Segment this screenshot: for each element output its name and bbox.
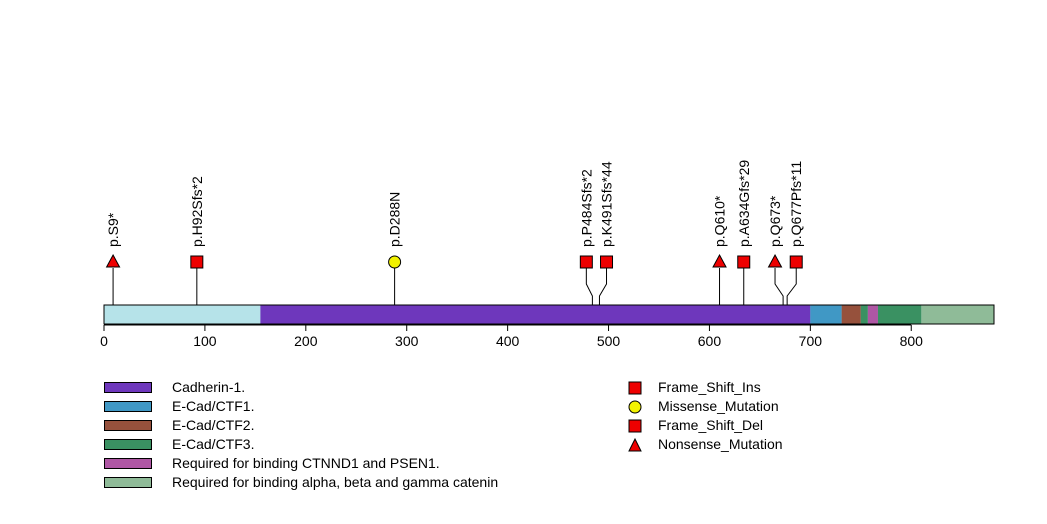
square-icon: [628, 419, 642, 433]
legend-swatch: [104, 439, 152, 450]
legend-label: Required for binding CTNND1 and PSEN1.: [172, 455, 440, 471]
mutation-label: p.A634Gfs*29: [736, 160, 752, 247]
x-tick-label: 0: [100, 333, 108, 349]
legend-label: Nonsense_Mutation: [658, 436, 783, 452]
mutation-stems: [112, 268, 797, 305]
x-tick-label: 800: [900, 333, 924, 349]
mutation-label: p.Q677Pfs*11: [788, 161, 804, 247]
domain-block: [810, 305, 842, 324]
legend-swatch: [104, 420, 152, 431]
x-tick-label: 500: [597, 333, 621, 349]
legend-swatch: [104, 477, 152, 488]
mutation-label: p.S9*: [105, 212, 121, 247]
circle-icon: [628, 400, 642, 414]
plot-area: 0 100 200 300 400 500 600 700 800 p.S9* p.H92Sfs*…: [100, 160, 995, 349]
mutation-stem: [585, 268, 593, 305]
domain-block: [867, 305, 878, 324]
mutation-label: p.H92Sfs*2: [189, 176, 205, 247]
legend-swatch: [104, 382, 152, 393]
square-icon: [628, 381, 642, 395]
x-tick-label: 300: [395, 333, 419, 349]
frameshift-marker: [600, 255, 614, 269]
x-axis: 0 100 200 300 400 500 600 700 800: [100, 324, 924, 349]
legend-label: Required for binding alpha, beta and gam…: [172, 474, 499, 490]
x-tick-label: 700: [799, 333, 823, 349]
mutation-stem: [598, 268, 608, 305]
x-tick-label: 100: [193, 333, 217, 349]
x-tick-label: 400: [496, 333, 520, 349]
mutation-labels: p.S9* p.H92Sfs*2 p.D288N p.P484Sfs*2 p.K491S…: [105, 160, 804, 247]
domain-block: [260, 305, 811, 324]
nonsense-marker: [105, 253, 121, 268]
legend-label: E-Cad/CTF3.: [172, 436, 255, 452]
mutation-stem: [786, 268, 797, 305]
legend-swatch: [104, 401, 152, 412]
protein-outline: [103, 304, 995, 325]
domain-block: [877, 305, 922, 324]
mutation-markers: [105, 253, 803, 269]
nonsense-marker: [767, 253, 783, 268]
triangle-icon: [628, 438, 642, 452]
frameshift-marker: [789, 255, 803, 269]
legend-label: Cadherin-1.: [172, 379, 246, 395]
legend-swatch: [104, 458, 152, 469]
mutation-label: p.K491Sfs*44: [599, 161, 615, 247]
nonsense-marker: [712, 253, 727, 268]
legend-label: E-Cad/CTF1.: [172, 398, 255, 414]
mutation-label: p.P484Sfs*2: [578, 169, 594, 247]
legend-label: E-Cad/CTF2.: [172, 417, 255, 433]
missense-marker: [388, 255, 402, 269]
domain-block: [921, 305, 994, 324]
domain-block: [860, 305, 868, 324]
frameshift-marker: [190, 255, 204, 269]
mutation-label: p.Q673*: [767, 195, 783, 247]
x-tick-label: 600: [698, 333, 722, 349]
legend-label: Frame_Shift_Ins: [658, 379, 761, 395]
domain-block: [841, 305, 861, 324]
protein-track: [103, 304, 995, 325]
frameshift-marker: [737, 255, 751, 269]
mutation-stem: [774, 268, 784, 305]
frameshift-marker: [579, 255, 593, 269]
legend-label: Missense_Mutation: [658, 398, 779, 414]
x-tick-label: 200: [294, 333, 318, 349]
mutation-label: p.Q610*: [712, 195, 728, 247]
mutation-label: p.D288N: [387, 192, 403, 247]
legend-label: Frame_Shift_Del: [658, 417, 764, 433]
